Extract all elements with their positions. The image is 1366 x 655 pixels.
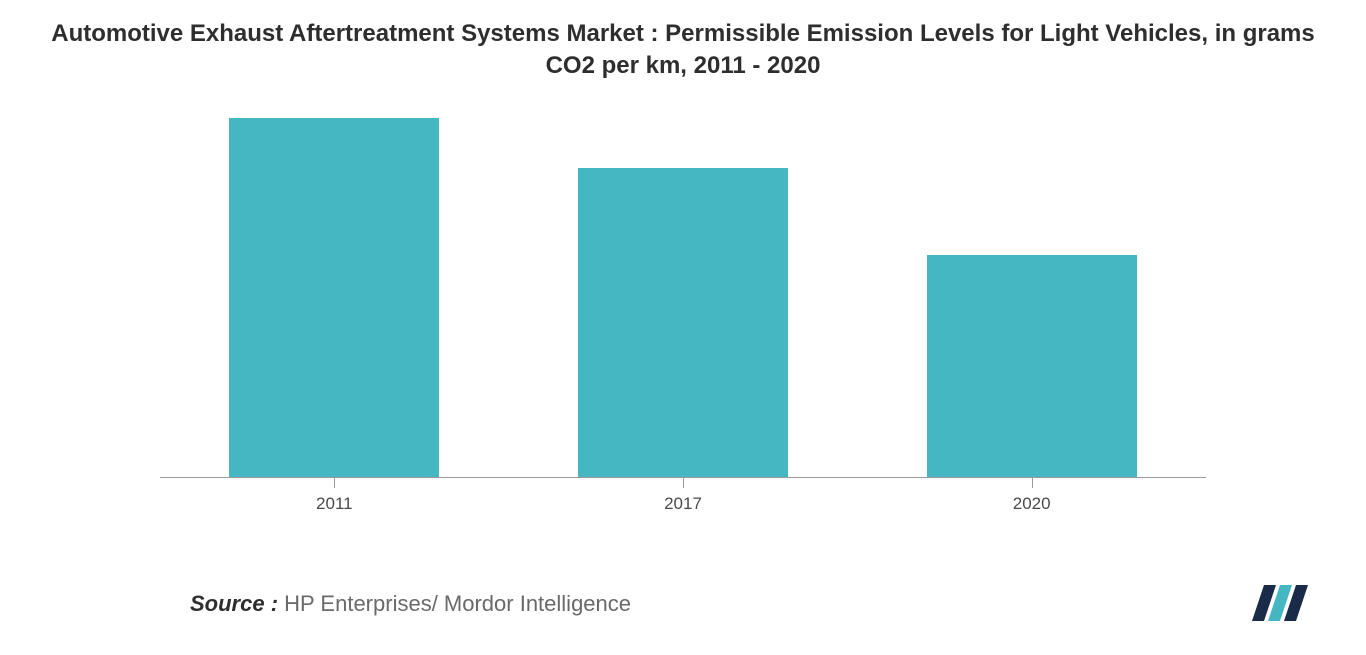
mordor-logo-icon	[1248, 581, 1318, 625]
chart-container: Automotive Exhaust Aftertreatment System…	[0, 0, 1366, 655]
chart-title: Automotive Exhaust Aftertreatment System…	[40, 18, 1326, 83]
x-tick-0	[334, 478, 335, 488]
x-tick-1	[683, 478, 684, 488]
bar-1	[578, 168, 788, 478]
bar-0	[229, 118, 439, 478]
source-line: Source : HP Enterprises/ Mordor Intellig…	[190, 591, 631, 617]
x-label-1: 2017	[664, 494, 702, 514]
bars-group: 2011 2017 2020	[160, 118, 1206, 478]
plot-area: 2011 2017 2020	[160, 118, 1206, 478]
bar-slot-0: 2011	[160, 118, 509, 478]
source-label: Source :	[190, 591, 278, 616]
x-axis-line	[160, 477, 1206, 478]
x-tick-2	[1032, 478, 1033, 488]
x-label-0: 2011	[316, 494, 353, 514]
bar-2	[927, 255, 1137, 478]
source-text: HP Enterprises/ Mordor Intelligence	[278, 591, 631, 616]
x-label-2: 2020	[1013, 494, 1051, 514]
bar-slot-1: 2017	[509, 118, 858, 478]
bar-slot-2: 2020	[857, 118, 1206, 478]
